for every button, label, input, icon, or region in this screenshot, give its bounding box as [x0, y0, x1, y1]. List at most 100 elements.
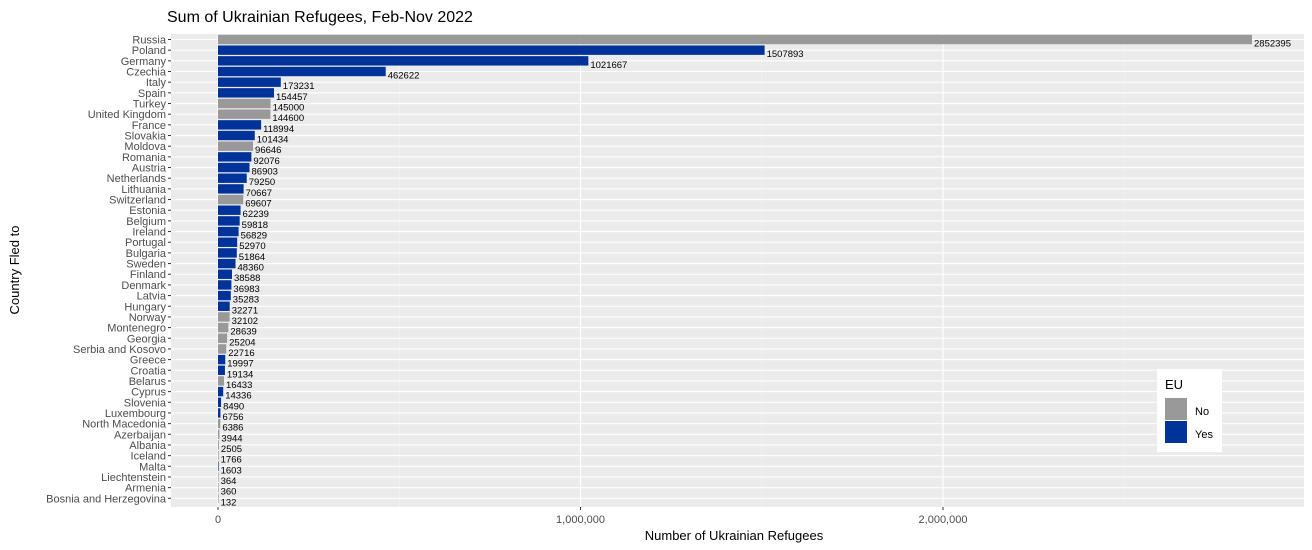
y-tick-label: Liechtenstein — [101, 472, 166, 484]
data-label: 1507893 — [767, 49, 804, 60]
data-label: 2505 — [221, 444, 242, 455]
bar — [218, 45, 765, 55]
data-label: 28639 — [230, 327, 256, 338]
bar — [218, 130, 255, 141]
x-tick-label: 0 — [215, 514, 221, 526]
legend: EU No Yes — [1157, 369, 1222, 452]
y-tick-label: Ireland — [132, 227, 166, 239]
data-label: 36983 — [233, 284, 259, 295]
x-tick-label: 2,000,000 — [919, 514, 968, 526]
data-label: 22716 — [228, 348, 254, 359]
data-label: 360 — [221, 487, 237, 498]
bar — [218, 472, 219, 482]
x-tick-label: 1,000,000 — [556, 514, 605, 526]
data-label: 6386 — [222, 423, 243, 434]
bar — [218, 322, 229, 333]
legend-swatch-no — [1165, 398, 1187, 420]
data-label: 1766 — [221, 455, 242, 466]
data-label: 145000 — [273, 103, 305, 114]
data-label: 79250 — [249, 177, 275, 188]
bar — [218, 280, 232, 290]
data-label: 56829 — [241, 231, 267, 242]
y-tick-label: France — [132, 120, 166, 132]
bar — [218, 98, 271, 109]
y-tick-label: Netherlands — [107, 173, 167, 185]
x-axis-title: Number of Ukrainian Refugees — [645, 528, 824, 543]
y-tick-label: Sweden — [126, 259, 166, 271]
bar — [218, 152, 252, 162]
data-label: 2852395 — [1254, 39, 1291, 50]
data-label: 48360 — [238, 263, 264, 274]
data-label: 19997 — [227, 359, 253, 370]
bar — [218, 354, 226, 365]
data-label: 86903 — [252, 167, 278, 178]
bars-group — [218, 34, 1252, 504]
bar — [218, 237, 238, 247]
y-tick-label: Belarus — [129, 376, 167, 388]
data-label: 70667 — [246, 188, 272, 199]
bar — [218, 365, 225, 375]
y-tick-label: Moldova — [124, 141, 166, 153]
bar — [218, 141, 254, 151]
bar — [218, 88, 274, 98]
bar — [218, 77, 281, 87]
bar — [218, 397, 222, 407]
data-label: 62239 — [243, 209, 269, 220]
y-tick-label: United Kingdom — [88, 109, 166, 121]
y-tick-label: Portugal — [125, 237, 166, 249]
y-tick-label: Cyprus — [131, 387, 166, 399]
bar — [218, 120, 262, 130]
data-label: 132 — [221, 497, 237, 508]
bar — [218, 333, 228, 343]
bar — [218, 34, 1252, 45]
y-tick-label: Switzerland — [109, 195, 166, 207]
data-label: 59818 — [242, 220, 268, 231]
bar — [218, 226, 239, 237]
bar — [218, 376, 224, 386]
y-tick-label: Russia — [132, 35, 167, 47]
y-tick-label: Czechia — [126, 67, 167, 79]
bar — [218, 194, 244, 205]
y-tick-label: Latvia — [137, 291, 167, 303]
bar — [218, 269, 232, 279]
bar — [218, 258, 236, 269]
y-tick-label: Georgia — [127, 333, 167, 345]
y-tick-label: Austria — [132, 163, 167, 175]
y-tick-label: Luxembourg — [105, 408, 166, 420]
y-tick-label: Malta — [139, 461, 167, 473]
y-tick-label: Romania — [122, 152, 167, 164]
data-label: 364 — [221, 476, 237, 487]
bar — [218, 162, 250, 173]
data-label: 462622 — [388, 71, 420, 82]
y-axis-title: Country Fled to — [7, 226, 22, 315]
bar — [218, 173, 247, 183]
data-label: 32271 — [232, 305, 258, 316]
y-tick-label: Finland — [130, 269, 166, 281]
bar — [218, 429, 220, 439]
y-tick-label: Azerbaijan — [114, 429, 166, 441]
data-label: 3944 — [221, 433, 242, 444]
data-label: 8490 — [223, 401, 244, 412]
data-label: 38588 — [234, 273, 260, 284]
data-labels-group: 2852395150789310216674626221732311544571… — [221, 39, 1291, 509]
y-tick-label: Montenegro — [107, 323, 166, 335]
data-label: 1603 — [221, 465, 242, 476]
data-label: 173231 — [283, 81, 315, 92]
y-tick-label: Germany — [121, 56, 167, 68]
y-tick-label: Albania — [129, 440, 167, 452]
bar — [218, 109, 271, 119]
data-label: 52970 — [239, 241, 265, 252]
data-label: 101434 — [257, 135, 289, 146]
data-label: 32102 — [232, 316, 258, 327]
bar — [218, 418, 221, 429]
y-tick-label: North Macedonia — [82, 419, 167, 431]
data-label: 51864 — [239, 252, 265, 263]
bar — [218, 216, 240, 226]
y-tick-label: Armenia — [125, 483, 167, 495]
legend-swatch-yes — [1165, 421, 1187, 443]
bar — [218, 248, 237, 258]
bar — [218, 440, 219, 450]
x-axis: 0 1,000,000 2,000,000 — [215, 507, 968, 526]
data-label: 35283 — [233, 295, 259, 306]
